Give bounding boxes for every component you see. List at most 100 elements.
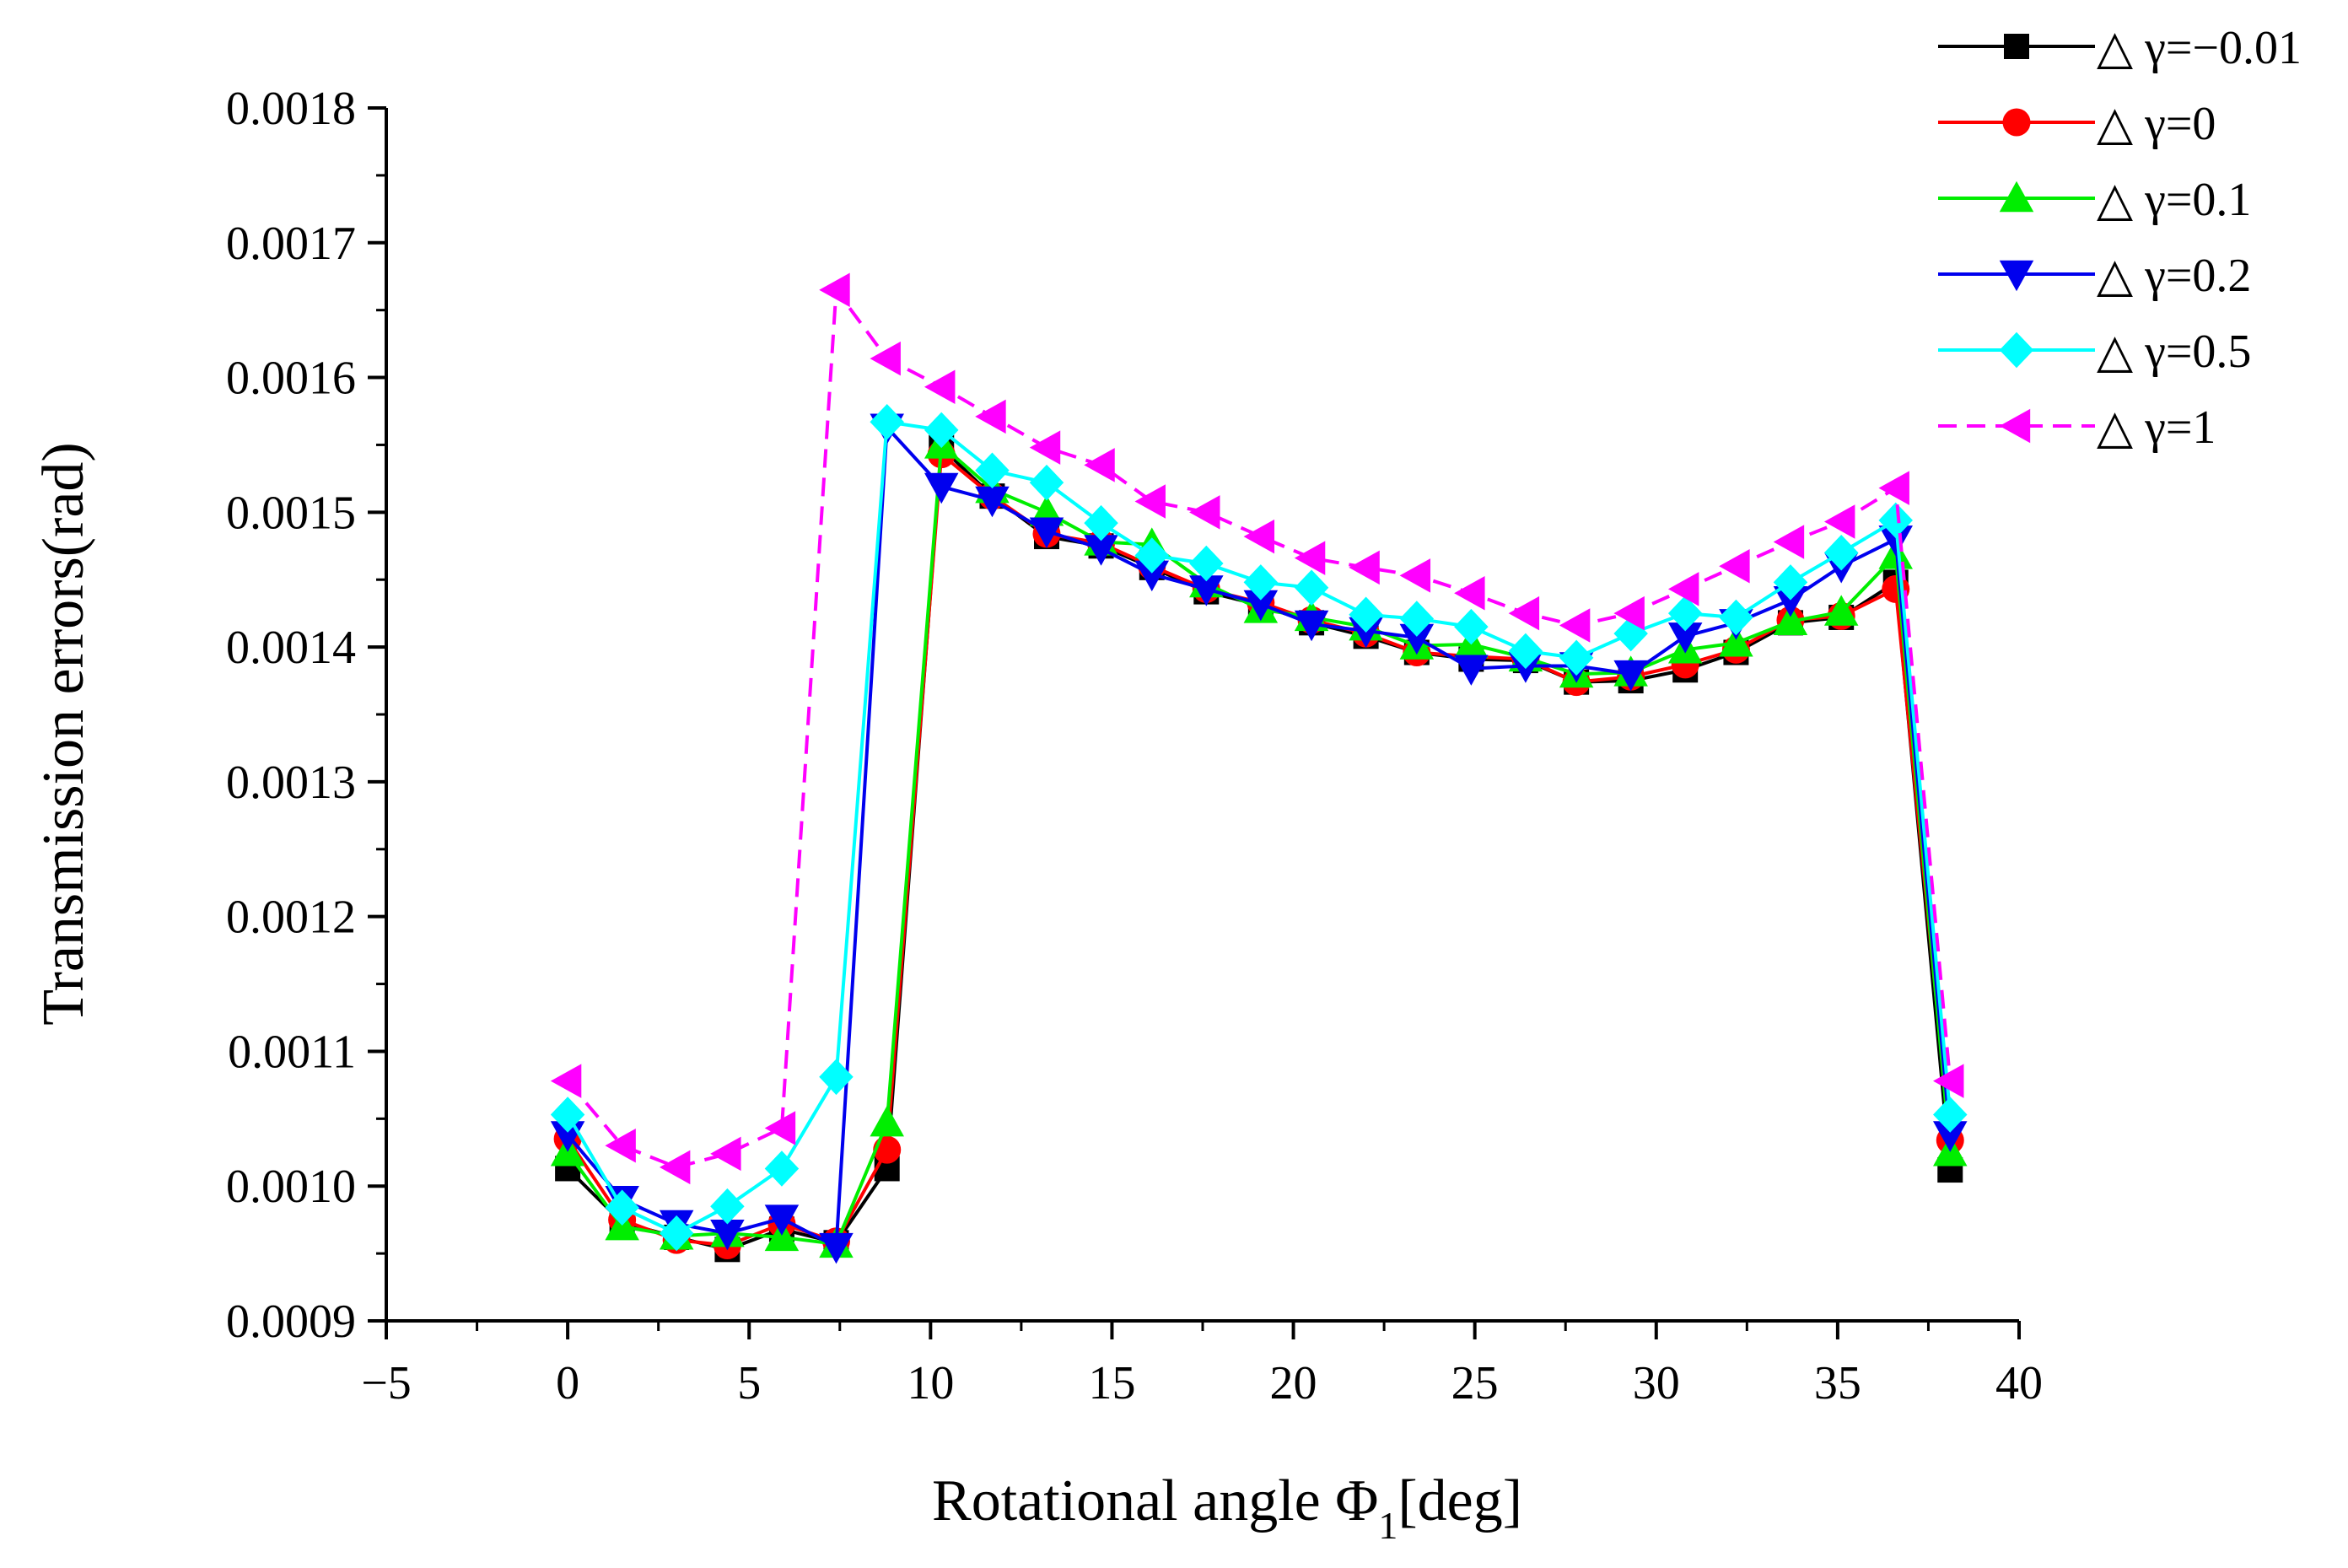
legend-marker [2002,108,2031,137]
data-point [605,1189,639,1226]
data-point [1667,622,1703,654]
data-point [870,1105,904,1137]
legend-item: △ γ=0.2 [1938,250,2251,302]
data-point [710,1219,745,1251]
data-point [710,1136,741,1172]
x-tick-label: 25 [1451,1357,1499,1409]
data-point [1189,575,1224,606]
data-point [1349,550,1380,585]
series-4 [550,404,1968,1252]
data-point [924,412,959,449]
legend-item: △ γ=−0.01 [1938,22,2302,74]
data-point [1029,430,1061,465]
axes: −5 0 5 10 15 20 25 30 35 40 0.0009 0.0010 0.0011 0.00… [226,83,2043,1409]
data-point [1933,1097,1968,1133]
data-point [1773,564,1808,601]
data-point [1134,537,1170,574]
y-tick-label: 0.0009 [226,1296,356,1348]
y-tick-label: 0.0012 [226,892,356,944]
data-point [975,452,1010,489]
series-2 [550,428,1968,1258]
legend-marker [1999,408,2031,444]
data-point [1613,615,1648,652]
data-point [1559,608,1591,643]
x-tick-label: −5 [361,1357,412,1409]
data-series [550,272,1968,1264]
legend-label: △ γ=0.2 [2097,250,2251,302]
legend-item: △ γ=0 [1938,98,2216,150]
data-point [1189,545,1224,582]
data-point [924,369,956,404]
data-point [1719,626,1753,657]
x-axis-label-main: Rotational angle Φ [932,1468,1378,1533]
data-point [1454,655,1489,686]
data-point [1134,484,1166,519]
y-tick-label: 0.0013 [226,757,356,809]
data-point [1773,604,1808,635]
data-point [764,1150,800,1187]
legend-label: △ γ=1 [2097,401,2216,454]
x-tick-label: 5 [737,1357,761,1409]
data-point [1454,608,1489,645]
y-tick-label: 0.0016 [226,353,356,405]
data-point [1189,495,1220,530]
data-point [1667,595,1703,632]
x-axis-label: Rotational angle Φ1[deg] [932,1468,1522,1547]
data-point [1243,519,1275,554]
legend-item: △ γ=0.5 [1938,326,2251,378]
legend-label: △ γ=0 [2097,98,2216,150]
data-point [1773,525,1805,559]
legend-label: △ γ=0.1 [2097,174,2251,226]
data-point [1559,639,1594,676]
legend-item: △ γ=0.1 [1938,174,2251,226]
data-point [659,1150,691,1185]
data-point [1878,525,1913,557]
data-point [659,1215,694,1252]
x-tick-label: 40 [1995,1357,2043,1409]
data-point [764,1220,800,1252]
data-point [1029,464,1064,501]
y-tick-label: 0.0015 [226,487,356,539]
y-tick-label: 0.0011 [228,1026,356,1078]
data-point [1878,502,1913,539]
data-point [1349,596,1383,633]
legend-label: △ γ=−0.01 [2097,22,2302,74]
data-point [1084,535,1118,566]
data-point [1933,1121,1968,1152]
data-point [1243,564,1279,601]
data-point [1399,601,1435,637]
data-point [1933,1064,1964,1098]
x-tick-label: 10 [907,1357,954,1409]
y-tick-label: 0.0017 [226,218,356,270]
data-point [1084,448,1115,482]
data-point [1667,572,1699,606]
y-tick-label: 0.0014 [226,622,356,674]
legend-marker [1999,181,2034,213]
x-tick-label: 15 [1088,1357,1135,1409]
data-point [1613,660,1648,692]
data-point [1508,595,1540,631]
data-point [710,1188,745,1225]
data-point [1613,595,1645,631]
data-point [1294,610,1329,642]
data-point [819,1059,854,1096]
series-0 [555,434,1963,1263]
x-axis-label-unit: [deg] [1397,1468,1522,1533]
data-point [550,1097,585,1133]
data-point [1878,471,1909,505]
data-point [550,1064,582,1098]
data-point [975,486,1010,518]
data-point [1243,590,1279,622]
data-point [819,1232,854,1264]
data-point [924,472,959,504]
legend-marker [1999,331,2034,369]
x-axis-label-subscript: 1 [1378,1504,1397,1547]
data-point [1029,517,1064,548]
data-point [1508,633,1543,670]
data-point [1719,599,1753,636]
y-axis-label: Transmission errors(rad) [31,442,96,1026]
legend: △ γ=−0.01 △ γ=0 △ γ=0.1 △ γ=0.2 △ γ=0.5 △ γ=1 [1938,22,2302,454]
data-point [870,341,901,376]
